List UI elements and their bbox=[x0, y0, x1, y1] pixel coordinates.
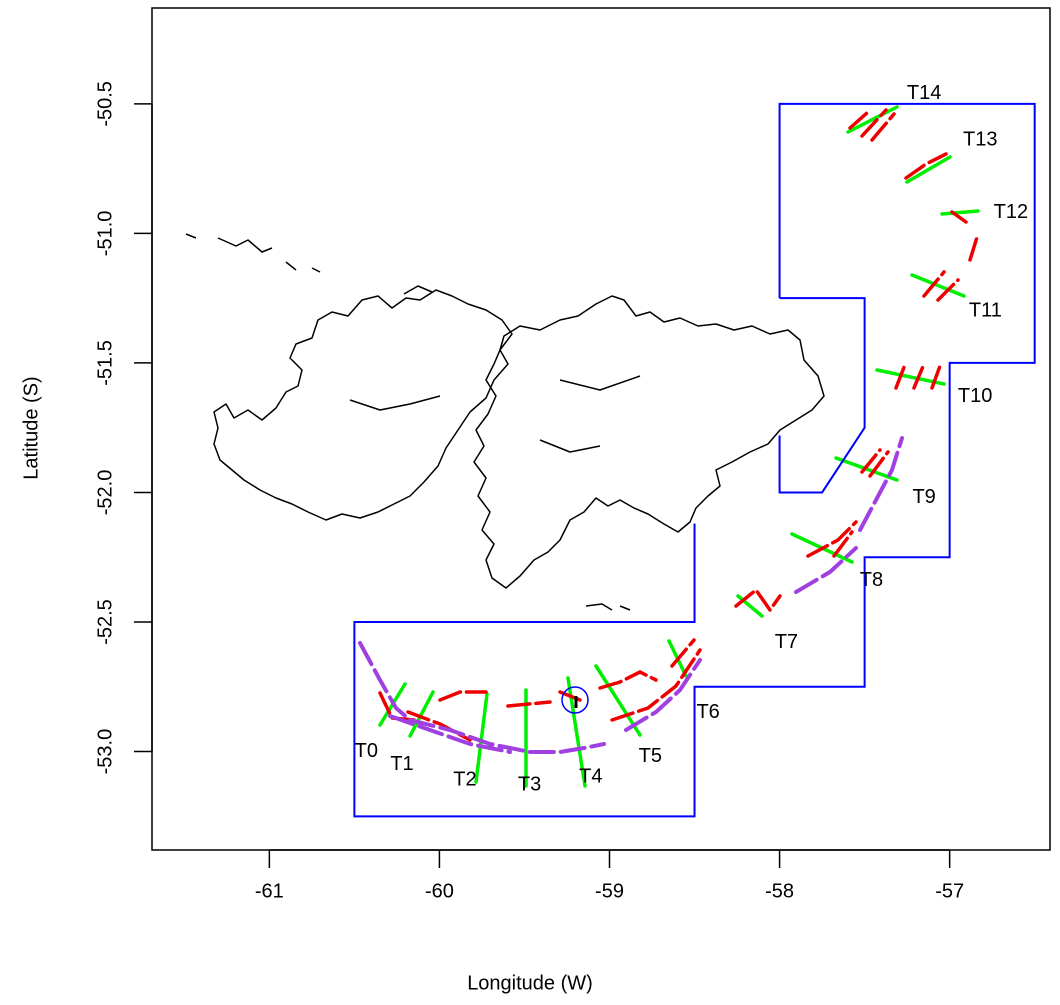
transect-label: T5 bbox=[639, 745, 662, 767]
west-island bbox=[213, 289, 513, 521]
marker-circle bbox=[561, 686, 589, 714]
transect-label: T8 bbox=[860, 569, 883, 591]
x-tick-label: -59 bbox=[595, 880, 624, 902]
small-islands bbox=[185, 233, 641, 611]
y-tick-label: -50.5 bbox=[94, 81, 116, 127]
y-tick-label: -52.5 bbox=[94, 599, 116, 645]
x-tick-label: -58 bbox=[765, 880, 794, 902]
x-tick-label: -61 bbox=[255, 880, 284, 902]
east-island bbox=[473, 295, 825, 589]
transect-label: T12 bbox=[994, 201, 1028, 223]
transect-label: T10 bbox=[958, 385, 992, 407]
transect-label: T3 bbox=[518, 774, 541, 796]
transect-label: T2 bbox=[453, 768, 476, 790]
transect-label: T7 bbox=[775, 631, 798, 653]
coastline bbox=[185, 233, 825, 611]
y-tick-label: -51.5 bbox=[94, 340, 116, 386]
transect-label: T13 bbox=[963, 128, 997, 150]
transect-label: T4 bbox=[579, 766, 602, 788]
transect-label: T1 bbox=[390, 753, 413, 775]
y-axis-label: Latitude (S) bbox=[20, 376, 42, 479]
survey-boundary bbox=[778, 297, 866, 494]
x-tick-label: -60 bbox=[425, 880, 454, 902]
y-tick-label: -51.0 bbox=[94, 211, 116, 257]
survey-boundary bbox=[353, 102, 1036, 818]
plot-frame bbox=[151, 7, 1051, 851]
transect-label: T14 bbox=[907, 82, 941, 104]
transect-label: T9 bbox=[912, 486, 935, 508]
transect-label: T0 bbox=[355, 740, 378, 762]
y-tick-label: -53.0 bbox=[94, 729, 116, 775]
transect-label: T6 bbox=[696, 701, 719, 723]
x-tick-label: -57 bbox=[935, 880, 964, 902]
x-axis-label: Longitude (W) bbox=[467, 972, 593, 994]
y-tick-label: -52.0 bbox=[94, 470, 116, 516]
survey-tracks bbox=[358, 105, 980, 788]
transect-label: T11 bbox=[969, 299, 1002, 321]
